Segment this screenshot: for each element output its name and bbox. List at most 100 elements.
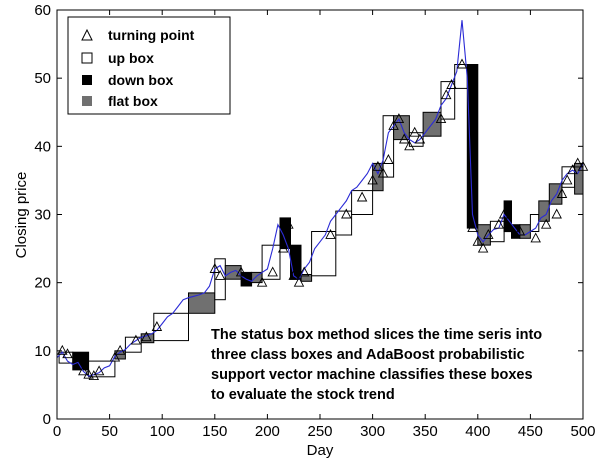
turning-point-marker [130, 334, 142, 345]
x-tick-label: 200 [255, 423, 280, 440]
flat-box [114, 350, 126, 360]
turning-point-marker [377, 167, 389, 178]
turning-point-marker [383, 154, 394, 164]
turning-point-marker [393, 113, 405, 124]
turning-point-marker [298, 266, 310, 277]
x-tick-label: 150 [202, 423, 227, 440]
turning-point-marker [83, 368, 94, 379]
down-box [279, 217, 291, 250]
turning-point-marker [440, 89, 452, 100]
y-tick-label: 30 [34, 207, 51, 224]
turning-point-marker [551, 208, 562, 219]
annotation-line: support vector machine classifies these … [211, 367, 533, 383]
turning-point-marker [414, 133, 426, 144]
turning-point-marker [498, 208, 510, 219]
turning-point-marker [446, 79, 457, 89]
up-box [261, 244, 281, 280]
y-tick-label: 0 [43, 411, 51, 428]
turning-point-marker [283, 218, 294, 229]
turning-point-marker [277, 242, 289, 253]
up-box [382, 115, 395, 178]
x-tick-label: 50 [101, 423, 118, 440]
annotation-line: three class boxes and AdaBoost probabili… [211, 347, 525, 363]
down-box [466, 64, 479, 229]
turning-point-marker [435, 113, 447, 124]
turning-point-marker [78, 365, 89, 376]
turning-point-marker [214, 269, 226, 280]
turning-point-marker [325, 228, 336, 239]
flat-box [519, 224, 531, 239]
turning-point-marker [409, 126, 420, 137]
turning-point-marker [398, 133, 410, 144]
x-axis-title: Day [307, 442, 334, 459]
down-box [511, 224, 521, 239]
legend-down-box-icon [82, 75, 92, 85]
legend-up-box-icon [81, 52, 93, 64]
legend-flat-box-label: flat box [108, 93, 158, 109]
turning-point-marker [256, 276, 268, 287]
legend-up-box-label: up box [108, 50, 154, 66]
x-tick-label: 250 [307, 423, 332, 440]
up-box [440, 81, 456, 120]
turning-point-marker [109, 351, 121, 362]
turning-point-marker [467, 222, 478, 233]
turning-point-marker [477, 242, 489, 253]
turning-point-marker [367, 174, 378, 185]
turning-point-marker [267, 266, 278, 277]
turning-points-layer [57, 58, 589, 381]
annotation-text: The status box method slices the time se… [211, 327, 542, 403]
x-tick-label: 350 [413, 423, 438, 440]
turning-point-marker [561, 174, 573, 185]
turning-point-marker [293, 276, 305, 287]
y-tick-label: 10 [34, 343, 51, 360]
turning-point-marker [456, 58, 468, 69]
legend-turning-point-icon [81, 28, 93, 41]
turning-point-marker [556, 188, 568, 198]
turning-point-marker [567, 164, 578, 175]
turning-point-marker [288, 269, 299, 280]
y-tick-label: 50 [34, 70, 51, 87]
x-tick-label: 400 [465, 423, 490, 440]
annotation-line: The status box method slices the time se… [211, 327, 542, 343]
turning-point-marker [62, 348, 73, 359]
y-tick-label: 60 [34, 2, 51, 19]
x-tick-label: 100 [150, 423, 175, 440]
y-tick-label: 20 [34, 275, 51, 292]
y-axis-title: Closing price [13, 172, 30, 259]
flat-box [538, 200, 550, 222]
turning-point-marker [572, 157, 583, 168]
turning-point-marker [209, 263, 221, 273]
turning-point-marker [388, 119, 399, 130]
turning-point-marker [530, 232, 541, 243]
turning-point-marker [372, 160, 384, 171]
up-box [335, 210, 353, 236]
turning-point-marker [483, 228, 494, 239]
up-box [311, 231, 337, 277]
flat-box [300, 274, 313, 282]
turning-point-marker [493, 218, 505, 229]
turning-point-marker [57, 344, 68, 355]
turning-point-marker [540, 218, 552, 229]
turning-point-marker [93, 365, 105, 376]
turning-point-marker [151, 321, 163, 331]
flat-box [188, 292, 216, 314]
legend-turning-point-label: turning point [108, 27, 195, 43]
legend-frame [67, 16, 231, 115]
up-box [124, 336, 142, 353]
turning-point-marker [514, 225, 526, 236]
y-tick-label: 40 [34, 138, 51, 155]
turning-point-marker [472, 235, 484, 246]
legend-flat-box-icon [82, 96, 92, 106]
turning-point-marker [341, 208, 352, 219]
legend: turning point up box down box flat box [67, 16, 231, 115]
turning-point-marker [235, 266, 247, 277]
turning-point-marker [88, 370, 100, 381]
turning-point-marker [114, 344, 126, 355]
x-tick-label: 450 [518, 423, 543, 440]
x-tick-label: 0 [53, 423, 61, 440]
x-tick-label: 300 [360, 423, 385, 440]
x-tick-label: 500 [570, 423, 595, 440]
turning-point-marker [356, 191, 368, 202]
legend-down-box-label: down box [108, 72, 174, 88]
